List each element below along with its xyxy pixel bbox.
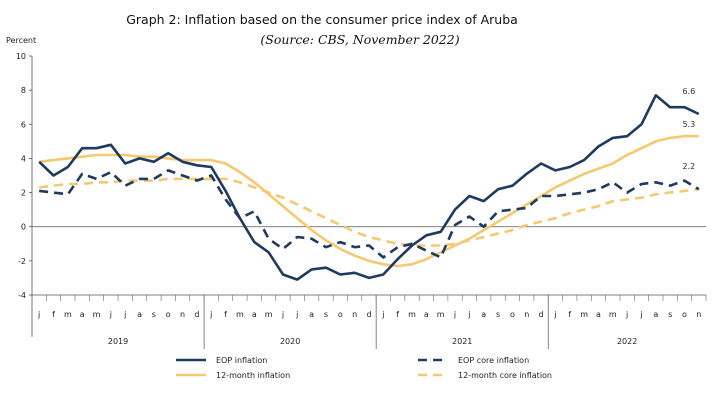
- x-month-label: f: [52, 310, 55, 319]
- legend: EOP inflation EOP core inflation 12-month …: [176, 356, 552, 380]
- x-month-label: j: [295, 310, 298, 319]
- x-month-label: o: [682, 310, 687, 319]
- x-month-label: a: [424, 310, 429, 319]
- x-month-label: s: [152, 310, 156, 319]
- x-month-label: f: [396, 310, 399, 319]
- x-month-label: j: [639, 310, 642, 319]
- chart-subtitle: (Source: CBS, November 2022): [260, 32, 459, 47]
- legend-label: EOP core inflation: [458, 356, 529, 365]
- x-month-label: d: [366, 310, 371, 319]
- x-month-label: m: [93, 310, 101, 319]
- x-month-label: f: [224, 310, 227, 319]
- x-month-label: j: [453, 310, 456, 319]
- x-year-label: 2019: [108, 337, 128, 346]
- y-tick-label: 10: [16, 52, 26, 61]
- x-month-label: m: [408, 310, 416, 319]
- x-month-label: s: [496, 310, 500, 319]
- y-tick-label: 6: [21, 120, 26, 129]
- series-line-12-month-inflation: [39, 134, 699, 268]
- x-month-label: a: [137, 310, 142, 319]
- x-month-label: j: [123, 310, 126, 319]
- x-month-label: j: [281, 310, 284, 319]
- x-month-label: d: [539, 310, 544, 319]
- x-month-label: j: [109, 310, 112, 319]
- x-month-label: n: [696, 310, 701, 319]
- legend-label: 12-month inflation: [216, 371, 290, 380]
- x-year-label: 2020: [280, 337, 300, 346]
- x-month-label: s: [324, 310, 328, 319]
- x-month-label: n: [352, 310, 357, 319]
- x-month-label: a: [309, 310, 314, 319]
- y-tick-label: 4: [21, 154, 26, 163]
- series-line-12-month-core-inflation: [39, 177, 699, 247]
- x-month-label: a: [252, 310, 257, 319]
- x-month-label: o: [166, 310, 171, 319]
- series-line-eop-core-inflation: [39, 169, 700, 259]
- data-label: 5.3: [682, 120, 695, 129]
- series-layer: [38, 94, 700, 281]
- x-month-label: j: [37, 310, 40, 319]
- x-month-label: j: [209, 310, 212, 319]
- x-month-label: o: [510, 310, 515, 319]
- y-tick-label: 0: [21, 223, 26, 232]
- x-year-label: 2021: [452, 337, 472, 346]
- x-month-label: m: [580, 310, 588, 319]
- x-month-label: a: [653, 310, 658, 319]
- x-year-label: 2022: [617, 337, 637, 346]
- x-month-label: a: [596, 310, 601, 319]
- x-month-label: n: [180, 310, 185, 319]
- x-month-label: n: [524, 310, 529, 319]
- y-axis-label: Percent: [6, 36, 36, 45]
- x-month-label: f: [568, 310, 571, 319]
- x-month-label: m: [64, 310, 72, 319]
- y-tick-label: 8: [21, 86, 26, 95]
- y-tick-label: -2: [18, 257, 26, 266]
- data-labels-layer: 6.6 5.3 2.2: [682, 87, 695, 171]
- x-month-label: j: [625, 310, 628, 319]
- series-line-eop-inflation: [38, 94, 700, 281]
- legend-label: 12-month core inflation: [458, 371, 552, 380]
- x-month-label: j: [467, 310, 470, 319]
- x-month-label: m: [236, 310, 244, 319]
- chart-title: Graph 2: Inflation based on the consumer…: [126, 12, 518, 27]
- data-label: 6.6: [682, 87, 695, 96]
- x-month-label: m: [437, 310, 445, 319]
- x-month-label: a: [481, 310, 486, 319]
- x-month-label: s: [668, 310, 672, 319]
- x-month-label: o: [338, 310, 343, 319]
- x-month-label: j: [381, 310, 384, 319]
- legend-label: EOP inflation: [216, 356, 267, 365]
- x-month-label: m: [265, 310, 273, 319]
- x-month-label: m: [609, 310, 617, 319]
- y-tick-label: -4: [18, 291, 26, 300]
- y-tick-label: 2: [21, 189, 26, 198]
- x-month-label: j: [553, 310, 556, 319]
- data-label: 2.2: [682, 162, 695, 171]
- x-month-label: d: [194, 310, 199, 319]
- x-month-label: a: [80, 310, 85, 319]
